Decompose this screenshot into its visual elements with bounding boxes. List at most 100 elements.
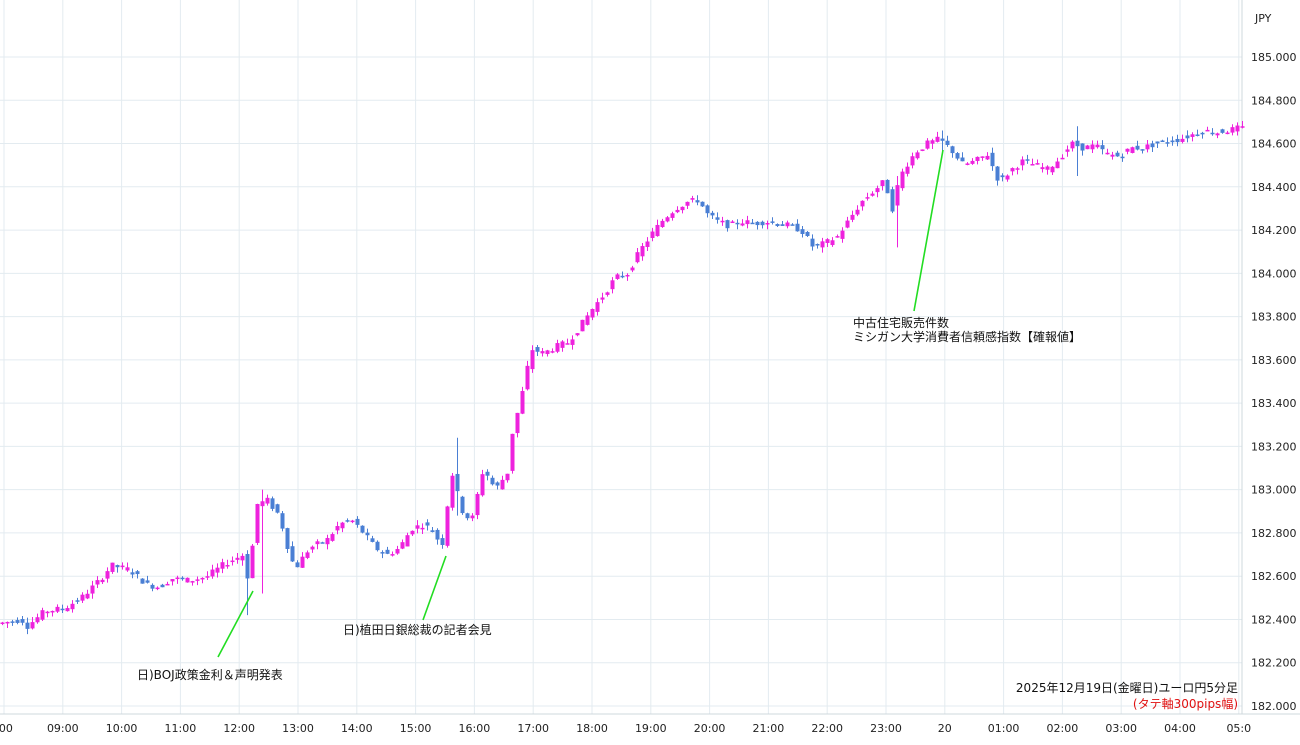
candle-body [90, 585, 95, 594]
candle-body [175, 577, 180, 580]
candle-body [1205, 129, 1210, 132]
candle-body [495, 482, 500, 486]
candle-body [95, 580, 100, 585]
x-tick-label: 01:00 [988, 722, 1020, 735]
candle-body [25, 622, 30, 629]
candle-body [1095, 144, 1100, 148]
annotation-label: 中古住宅販売件数 [853, 315, 949, 330]
candle-body [1160, 140, 1165, 143]
candle-body [1225, 132, 1230, 135]
candle-body [1025, 159, 1030, 161]
candle-body [1040, 167, 1045, 170]
candle-body [400, 542, 405, 549]
candle-body [685, 201, 690, 206]
candle-body [580, 319, 585, 332]
candle-body [880, 180, 885, 187]
candle-body [810, 238, 815, 247]
candle-body [365, 532, 370, 536]
candle-body [855, 209, 860, 215]
candle-body [940, 138, 945, 141]
candle-body [955, 153, 960, 159]
candle-body [900, 171, 905, 189]
candle-body [945, 140, 950, 145]
candle-body [640, 246, 645, 257]
candle-body [275, 504, 280, 513]
y-tick-label: 182.400 [1251, 613, 1297, 626]
candle-body [545, 350, 550, 355]
candle-body [145, 580, 150, 583]
candle-body [385, 549, 390, 554]
candle-body [185, 577, 190, 583]
candle-body [805, 231, 810, 236]
y-tick-label: 183.800 [1251, 311, 1297, 324]
candle-body [520, 391, 525, 414]
candle-body [435, 529, 440, 540]
candle-body [530, 350, 535, 370]
candle-body [205, 576, 210, 578]
x-tick-label: 05:0 [1226, 722, 1251, 735]
y-tick-label: 182.200 [1251, 657, 1297, 670]
candle-body [130, 572, 135, 575]
candle-body [1165, 142, 1170, 144]
candle-body [40, 610, 45, 620]
candle-body [645, 241, 650, 247]
candle-body [560, 341, 565, 348]
candle-body [195, 579, 200, 581]
candle-body [1150, 143, 1155, 148]
candle-body [225, 565, 230, 567]
candle-body [510, 433, 515, 471]
candle-body [340, 522, 345, 529]
x-tick-label: 09:00 [47, 722, 79, 735]
candle-body [315, 541, 320, 545]
candle-body [750, 222, 755, 225]
candle-body [75, 600, 80, 602]
candle-body [425, 522, 430, 526]
candle-body [330, 534, 335, 541]
candle-body [1060, 157, 1065, 160]
annotation-label: 日)BOJ政策金利＆声明発表 [137, 667, 283, 682]
candle-body [840, 230, 845, 239]
y-tick-label: 183.600 [1251, 354, 1297, 367]
y-tick-label: 182.000 [1251, 700, 1297, 713]
candle-body [785, 222, 790, 227]
candle-body [500, 479, 505, 490]
candle-body [1055, 161, 1060, 169]
candle-body [715, 217, 720, 220]
candle-body [465, 513, 470, 519]
candle-body [650, 231, 655, 238]
candle-body [720, 220, 725, 223]
candle-body [150, 584, 155, 589]
candle-body [210, 569, 215, 577]
candle-body [470, 515, 475, 519]
candle-body [845, 220, 850, 228]
candle-body [910, 156, 915, 166]
candles [0, 121, 1245, 635]
candle-body [15, 620, 20, 623]
candle-body [695, 200, 700, 203]
candle-body [930, 140, 935, 144]
candle-body [355, 518, 360, 525]
candle-body [295, 562, 300, 568]
candle-body [1000, 175, 1005, 178]
candle-body [1145, 144, 1150, 150]
candle-body [800, 229, 805, 235]
candle-body [1135, 145, 1140, 150]
candle-body [125, 567, 130, 571]
candle-body [600, 297, 605, 300]
candle-body [5, 621, 10, 624]
candle-body [430, 530, 435, 533]
candle-body [60, 608, 65, 611]
candle-body [1155, 141, 1160, 144]
candle-body [730, 221, 735, 224]
candle-body [1115, 152, 1120, 157]
candle-body [85, 593, 90, 599]
candle-body [1125, 148, 1130, 152]
candle-body [615, 274, 620, 279]
candle-body [985, 155, 990, 160]
candle-body [775, 224, 780, 227]
candle-body [570, 339, 575, 345]
annotation-lines [217, 149, 944, 658]
candle-body [260, 501, 265, 507]
candle-body [770, 221, 775, 223]
candle-body [250, 545, 255, 579]
